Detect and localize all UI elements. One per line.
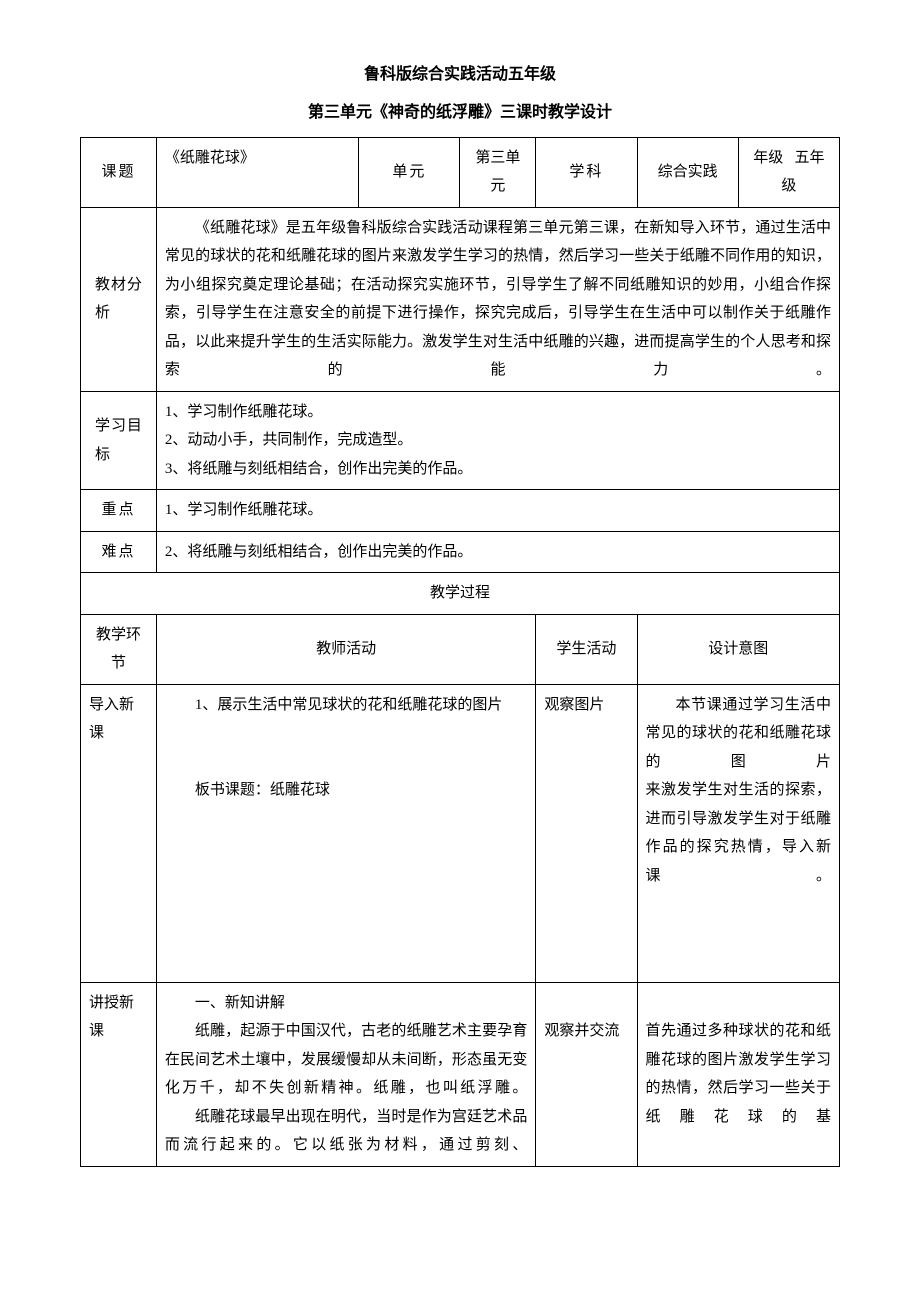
table-row: 学习目标 1、学习制作纸雕花球。 2、动动小手，共同制作，完成造型。 3、将纸雕… xyxy=(81,391,840,490)
table-row: 导入新课 1、展示生活中常见球状的花和纸雕花球的图片 板书课题：纸雕花球 观察图… xyxy=(81,684,840,982)
process-col-stage: 教学环节 xyxy=(81,614,157,684)
process-title: 教学过程 xyxy=(81,573,840,615)
topic-label: 课题 xyxy=(81,137,157,207)
intro-intent: 本节课通过学习生活中常见的球状的花和纸雕花球的图片 来激发学生对生活的探索，进而… xyxy=(637,684,839,982)
grade-cell: 年级 五年级 xyxy=(738,137,839,207)
table-row: 课题 《纸雕花球》 单元 第三单元 学科 综合实践 年级 五年级 xyxy=(81,137,840,207)
table-row: 讲授新课 一、新知讲解 纸雕，起源于中国汉代，古老的纸雕艺术主要孕育在民间艺术土… xyxy=(81,982,840,1166)
goals-label: 学习目标 xyxy=(81,391,157,490)
intro-teacher-p1: 1、展示生活中常见球状的花和纸雕花球的图片 xyxy=(165,691,527,720)
analysis-paragraph: 《纸雕花球》是五年级鲁科版综合实践活动课程第三单元第三课，在新知导入环节，通过生… xyxy=(165,214,831,385)
intro-intent-p1: 本节课通过学习生活中常见的球状的花和纸雕花球的图片 xyxy=(646,691,831,777)
table-row: 教学环节 教师活动 学生活动 设计意图 xyxy=(81,614,840,684)
grade-label: 年级 xyxy=(753,150,783,166)
analysis-label: 教材分析 xyxy=(81,207,157,391)
focus-text: 1、学习制作纸雕花球。 xyxy=(156,490,839,532)
intro-teacher: 1、展示生活中常见球状的花和纸雕花球的图片 板书课题：纸雕花球 xyxy=(156,684,535,982)
table-row: 教材分析 《纸雕花球》是五年级鲁科版综合实践活动课程第三单元第三课，在新知导入环… xyxy=(81,207,840,391)
process-col-intent: 设计意图 xyxy=(637,614,839,684)
focus-label: 重点 xyxy=(81,490,157,532)
goal-line-2: 2、动动小手，共同制作，完成造型。 xyxy=(165,426,831,455)
teach-student: 观察并交流 xyxy=(536,982,637,1166)
teach-teacher-p1: 纸雕，起源于中国汉代，古老的纸雕艺术主要孕育在民间艺术土壤中，发展缓慢却从未间断… xyxy=(165,1017,527,1103)
process-col-student: 学生活动 xyxy=(536,614,637,684)
subject-label: 学科 xyxy=(536,137,637,207)
goal-line-3: 3、将纸雕与刻纸相结合，创作出完美的作品。 xyxy=(165,455,831,484)
grade-value: 五年级 xyxy=(781,150,824,195)
teach-teacher-h: 一、新知讲解 xyxy=(165,989,527,1018)
table-row: 重点 1、学习制作纸雕花球。 xyxy=(81,490,840,532)
intro-intent-p2: 来激发学生对生活的探索，进而引导激发学生对于纸雕作品的探究热情，导入新课。 xyxy=(646,776,831,890)
intro-teacher-p2: 板书课题：纸雕花球 xyxy=(165,776,527,805)
subject-value: 综合实践 xyxy=(637,137,738,207)
unit-value: 第三单元 xyxy=(460,137,536,207)
lesson-plan-table: 课题 《纸雕花球》 单元 第三单元 学科 综合实践 年级 五年级 教材分析 《纸… xyxy=(80,137,840,1167)
table-row: 教学过程 xyxy=(81,573,840,615)
unit-label: 单元 xyxy=(359,137,460,207)
doc-title-2: 第三单元《神奇的纸浮雕》三课时教学设计 xyxy=(80,98,840,128)
goals-text: 1、学习制作纸雕花球。 2、动动小手，共同制作，完成造型。 3、将纸雕与刻纸相结… xyxy=(156,391,839,490)
difficult-label: 难点 xyxy=(81,531,157,573)
doc-title-1: 鲁科版综合实践活动五年级 xyxy=(80,60,840,90)
teach-intent-text: 首先通过多种球状的花和纸雕花球的图片激发学生学习的热情，然后学习一些关于纸雕花球… xyxy=(646,1017,831,1131)
teach-intent: 首先通过多种球状的花和纸雕花球的图片激发学生学习的热情，然后学习一些关于纸雕花球… xyxy=(637,982,839,1166)
teach-student-text: 观察并交流 xyxy=(544,1023,619,1039)
analysis-text: 《纸雕花球》是五年级鲁科版综合实践活动课程第三单元第三课，在新知导入环节，通过生… xyxy=(156,207,839,391)
goal-line-1: 1、学习制作纸雕花球。 xyxy=(165,398,831,427)
topic-value: 《纸雕花球》 xyxy=(156,137,358,207)
difficult-text: 2、将纸雕与刻纸相结合，创作出完美的作品。 xyxy=(156,531,839,573)
intro-stage: 导入新课 xyxy=(81,684,157,982)
process-col-teacher: 教师活动 xyxy=(156,614,535,684)
teach-stage: 讲授新课 xyxy=(81,982,157,1166)
table-row: 难点 2、将纸雕与刻纸相结合，创作出完美的作品。 xyxy=(81,531,840,573)
intro-student: 观察图片 xyxy=(536,684,637,982)
teach-teacher-p2: 纸雕花球最早出现在明代，当时是作为宫廷艺术品而流行起来的。它以纸张为材料，通过剪… xyxy=(165,1103,527,1160)
teach-teacher: 一、新知讲解 纸雕，起源于中国汉代，古老的纸雕艺术主要孕育在民间艺术土壤中，发展… xyxy=(156,982,535,1166)
